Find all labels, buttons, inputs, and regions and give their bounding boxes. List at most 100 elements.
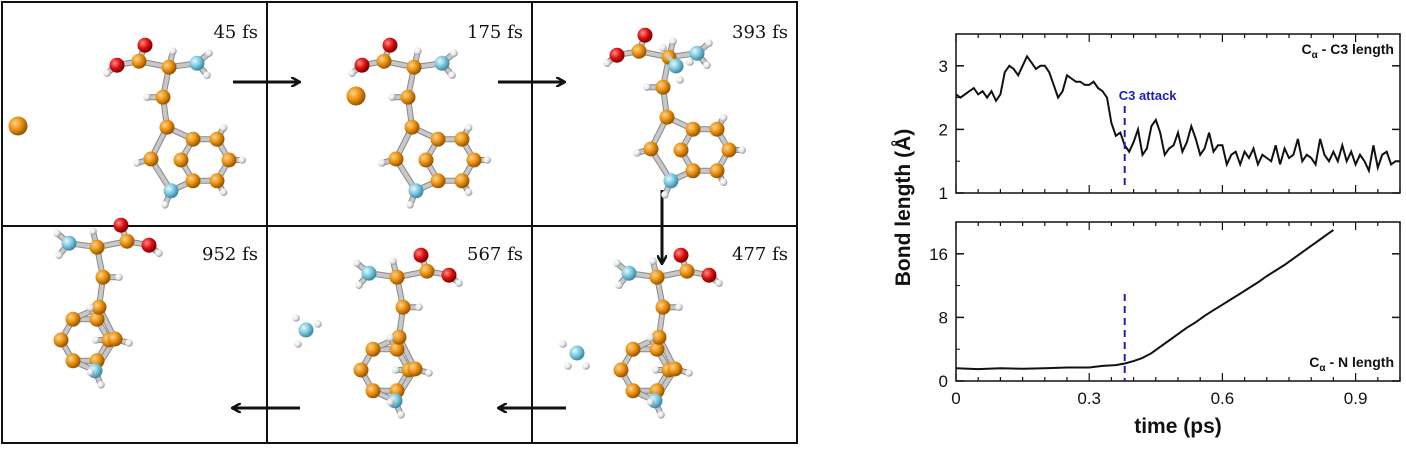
atom-H	[133, 159, 141, 167]
atom-H	[219, 123, 228, 132]
c3-attack-label: C3 attack	[1119, 88, 1178, 103]
molecule	[53, 217, 163, 389]
atom-H	[659, 44, 667, 52]
atom-H	[464, 123, 473, 132]
atom-C	[709, 163, 725, 179]
atom-H	[661, 190, 669, 199]
atom-C	[613, 362, 629, 378]
atom-C	[721, 142, 737, 158]
frame-time-label: 952 fs	[202, 244, 258, 265]
molecule-layer	[8, 27, 746, 419]
atom-H	[397, 410, 405, 419]
atom-H	[378, 159, 386, 167]
atom-C	[119, 233, 135, 249]
atom-H	[314, 320, 322, 328]
atom-C	[659, 109, 675, 125]
atom-C	[466, 152, 482, 168]
atom-H	[155, 249, 163, 258]
atom-C	[91, 299, 107, 315]
y-tick-label: 16	[929, 245, 948, 264]
atom-C	[143, 151, 159, 167]
atom-H	[355, 281, 363, 290]
atom-H	[86, 303, 95, 312]
atom-H	[559, 340, 567, 348]
y-tick-label: 8	[939, 308, 948, 327]
atom-H	[715, 279, 723, 288]
atom-C	[404, 119, 420, 135]
atom-H	[564, 362, 572, 370]
label-main: C	[1301, 41, 1311, 57]
frame-time-label: 567 fs	[467, 244, 523, 265]
y-tick-label: 3	[939, 57, 948, 76]
atom-H	[292, 314, 300, 322]
atom-C	[161, 59, 177, 75]
atom-C	[95, 269, 111, 285]
atom-H	[643, 83, 651, 92]
atom-H	[705, 39, 713, 48]
chart-calpha-c3: 1 2 3 C3 attack Cα - C3 length	[939, 33, 1401, 203]
atom-C	[395, 299, 411, 315]
atom-O	[637, 27, 653, 43]
atom-O	[113, 217, 129, 233]
atom-N	[189, 55, 205, 71]
axis-ticks: 0 8 16 0 0.3 0.6 0.9	[929, 221, 1401, 408]
atom-H	[392, 366, 400, 374]
atom-C	[430, 173, 446, 189]
atom-N	[298, 322, 314, 338]
atom-H	[415, 303, 423, 312]
atom-H	[388, 93, 396, 102]
y-tick-label: 1	[939, 184, 948, 203]
atom-H	[103, 69, 111, 78]
atom-C	[406, 59, 422, 75]
plot-frame	[955, 33, 1401, 194]
chart-calpha-n: 0 8 16 0 0.3 0.6 0.9 Cα - N length time (ps)	[929, 221, 1401, 438]
atom-C	[209, 131, 225, 147]
molecule	[103, 37, 246, 209]
atom-H	[448, 71, 456, 80]
atom-H	[703, 61, 711, 70]
atom-N	[408, 183, 424, 199]
atom-N	[621, 265, 637, 281]
atom-C	[419, 263, 435, 279]
atom-C	[389, 269, 405, 285]
atom-C	[625, 341, 641, 357]
atom-H	[719, 178, 728, 187]
atom-N	[569, 345, 585, 361]
atom-H	[657, 410, 665, 419]
atom-C	[65, 311, 81, 327]
atom-C	[107, 331, 123, 347]
atom-H	[294, 340, 302, 348]
atom-O	[413, 247, 429, 263]
atom-C	[685, 121, 701, 137]
label-sub: α	[1312, 50, 1319, 61]
atom-H	[455, 279, 463, 288]
atom-C	[631, 43, 647, 59]
atom-H	[125, 339, 133, 347]
atom-H	[386, 333, 395, 342]
atom-O	[354, 57, 370, 73]
atom-C	[407, 361, 423, 377]
atom-C	[389, 341, 405, 357]
atom-O	[701, 267, 717, 283]
atom-H	[719, 113, 728, 122]
atom-C	[209, 173, 225, 189]
atom-H	[582, 362, 590, 370]
atom-N	[361, 265, 377, 281]
x-tick-label: 0.9	[1344, 389, 1368, 408]
chart-panel: Bond length (Å) 1 2 3 C3 attack Cα - C3 le…	[880, 0, 1406, 447]
atom-N	[689, 45, 705, 61]
atom-H	[143, 93, 151, 102]
molecule	[353, 247, 463, 419]
atom-H	[353, 259, 361, 268]
y-tick-label: 0	[939, 372, 948, 391]
atom-N	[61, 235, 77, 251]
atom-H	[53, 229, 61, 238]
atom-H	[115, 273, 123, 282]
atom-H	[219, 188, 228, 197]
label-main: C	[1309, 354, 1319, 370]
atom-H	[615, 281, 623, 290]
grid-border	[1, 1, 798, 444]
molecule	[348, 37, 492, 209]
atom-C	[89, 311, 105, 327]
atom-C	[353, 362, 369, 378]
